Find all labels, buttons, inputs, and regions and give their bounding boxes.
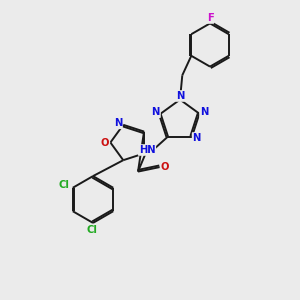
- Text: N: N: [176, 91, 184, 101]
- Text: N: N: [193, 133, 201, 143]
- Text: N: N: [152, 107, 160, 117]
- Text: N: N: [114, 118, 122, 128]
- Text: O: O: [101, 137, 109, 148]
- Text: Cl: Cl: [59, 180, 70, 190]
- Text: O: O: [161, 162, 169, 172]
- Text: F: F: [207, 13, 213, 23]
- Text: Cl: Cl: [86, 225, 97, 236]
- Text: N: N: [200, 107, 208, 117]
- Text: HN: HN: [139, 145, 155, 155]
